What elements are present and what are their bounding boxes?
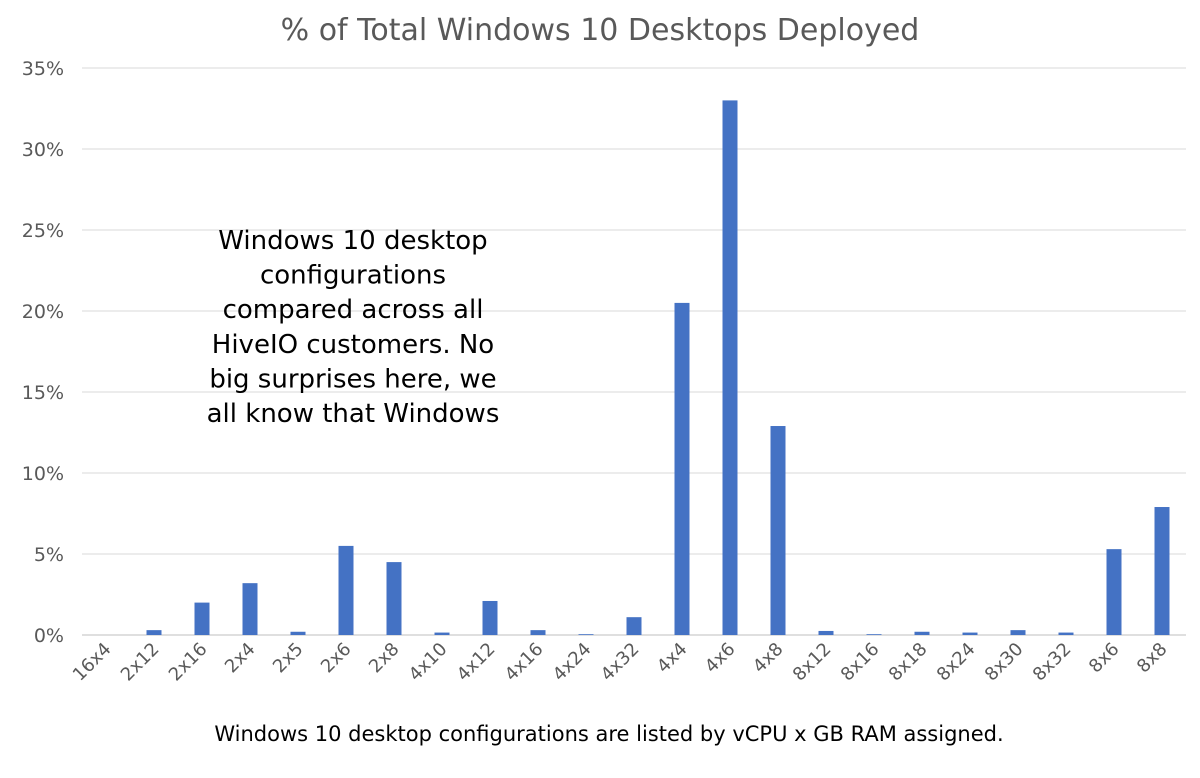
bar-4x8	[770, 426, 786, 635]
x-tick-label: 8x12	[789, 639, 836, 686]
annotation-line: HiveIO customers. No	[212, 330, 494, 360]
bar-2x6	[338, 545, 354, 635]
bar-8x30	[1010, 630, 1026, 635]
x-axis-ticks: 16x4 2x12 2x16 2x4 2x5 2x6 2x8 4x10 4x12 4x16 4x24…	[69, 639, 1172, 686]
y-tick-label: 10%	[22, 463, 64, 485]
x-tick-label: 4x32	[597, 639, 644, 686]
chart-title: % of Total Windows 10 Desktops Deployed	[281, 13, 920, 48]
x-tick-label: 8x6	[1085, 639, 1124, 678]
annotation-line: Windows 10 desktop	[218, 226, 487, 256]
y-tick-label: 15%	[22, 382, 64, 404]
x-tick-label: 4x16	[501, 639, 548, 686]
x-tick-label: 8x16	[837, 639, 884, 686]
bar-8x24	[962, 632, 978, 635]
y-tick-label: 20%	[22, 301, 64, 323]
x-tick-label: 8x30	[981, 639, 1028, 686]
x-tick-label: 8x18	[885, 639, 932, 686]
bar-4x32	[626, 617, 642, 635]
bar-4x4	[674, 302, 690, 635]
x-tick-label: 2x12	[117, 639, 164, 686]
bar-4x12	[482, 600, 498, 635]
annotation-text: Windows 10 desktop configurations compared…	[207, 226, 500, 429]
bar-4x16	[530, 630, 546, 635]
bar-4x6	[722, 100, 738, 635]
bar-8x8	[1154, 507, 1170, 635]
bar-8x6	[1106, 549, 1122, 635]
bars	[146, 100, 1170, 635]
x-tick-label: 4x6	[701, 639, 740, 678]
y-tick-label: 25%	[22, 220, 64, 242]
annotation-line: configurations	[260, 261, 446, 291]
x-tick-label: 2x6	[317, 639, 356, 678]
bar-2x5	[290, 631, 306, 635]
y-tick-label: 35%	[22, 58, 64, 80]
x-tick-label: 2x16	[165, 639, 212, 686]
x-tick-label: 2x8	[365, 639, 404, 678]
x-tick-label: 4x8	[749, 639, 788, 678]
annotation-line: big surprises here, we	[209, 364, 496, 394]
annotation-line: compared across all	[223, 295, 484, 325]
x-axis-label: Windows 10 desktop configurations are li…	[214, 722, 1003, 746]
bar-2x4	[242, 583, 258, 635]
x-tick-label: 4x24	[549, 639, 596, 686]
x-tick-label: 8x32	[1029, 639, 1076, 686]
x-tick-label: 4x4	[653, 639, 692, 678]
bar-2x8	[386, 562, 402, 635]
bar-4x24	[578, 634, 594, 635]
x-tick-label: 4x10	[405, 639, 452, 686]
bar-8x16	[866, 634, 882, 635]
bar-8x32	[1058, 632, 1074, 635]
annotation-line: all know that Windows	[207, 399, 500, 429]
bar-8x12	[818, 630, 834, 635]
x-tick-label: 16x4	[69, 639, 116, 686]
x-tick-label: 4x12	[453, 639, 500, 686]
y-tick-label: 30%	[22, 139, 64, 161]
y-tick-label: 0%	[34, 625, 64, 647]
bar-2x16	[194, 602, 210, 635]
gridlines	[82, 67, 1186, 636]
x-tick-label: 2x4	[221, 639, 260, 678]
y-tick-label: 5%	[34, 544, 64, 566]
x-tick-label: 8x8	[1133, 639, 1172, 678]
y-axis-ticks: 0% 5% 10% 15% 20% 25% 30% 35%	[22, 58, 64, 647]
bar-2x12	[146, 630, 162, 635]
x-tick-label: 8x24	[933, 639, 980, 686]
x-tick-label: 2x5	[269, 639, 308, 678]
bar-4x10	[434, 632, 450, 635]
bar-8x18	[914, 631, 930, 635]
